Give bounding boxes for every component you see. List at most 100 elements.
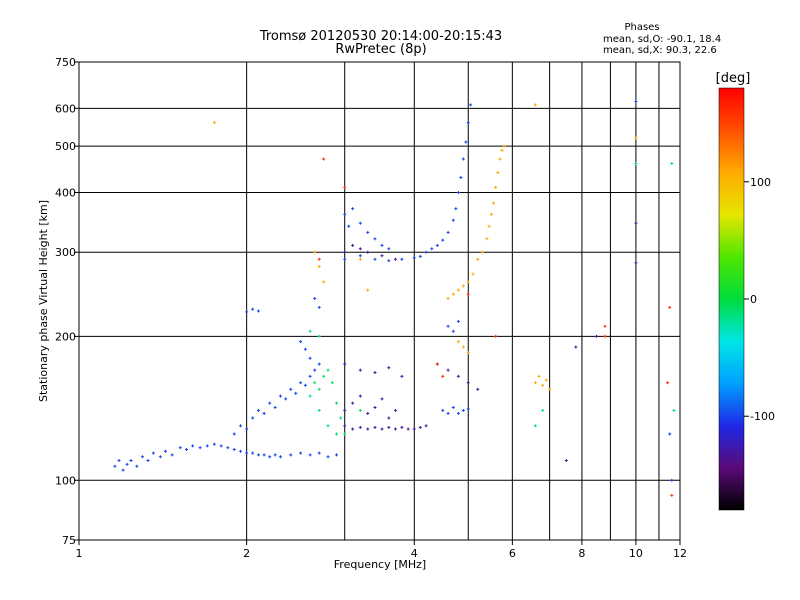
data-point: [574, 345, 578, 349]
data-point: [424, 424, 428, 428]
data-point: [317, 265, 321, 269]
data-point: [456, 411, 460, 415]
data-point: [464, 140, 468, 144]
data-point: [603, 334, 607, 338]
data-point: [322, 374, 326, 378]
data-point: [387, 247, 391, 251]
data-point: [441, 374, 445, 378]
x-axis-ticks: 1 2 4 6 8 10 12: [76, 540, 687, 560]
data-point: [322, 157, 326, 161]
data-point: [476, 257, 480, 261]
colorbar-label: [deg]: [716, 71, 751, 86]
data-point: [373, 257, 377, 261]
data-point: [668, 432, 672, 436]
data-point: [603, 324, 607, 328]
data-point: [498, 157, 502, 161]
data-point: [299, 340, 303, 344]
data-point: [487, 224, 491, 228]
data-point: [299, 381, 303, 385]
data-point: [343, 250, 347, 254]
data-point: [317, 257, 321, 261]
data-point: [256, 453, 260, 457]
data-point: [466, 351, 470, 355]
data-point: [343, 408, 347, 412]
x-tick-label: 6: [509, 547, 516, 560]
phases-heading: Phases: [624, 22, 659, 33]
data-point: [461, 345, 465, 349]
data-point: [268, 455, 272, 459]
data-point: [226, 446, 230, 450]
data-point: [393, 257, 397, 261]
data-point: [380, 427, 384, 431]
y-axis-ticks: 75 100 200 300 400 500 600 750: [55, 56, 79, 547]
data-point: [366, 250, 370, 254]
data-point: [451, 218, 455, 222]
data-point: [451, 405, 455, 409]
data-point: [451, 292, 455, 296]
data-point: [322, 280, 326, 284]
data-point: [326, 368, 330, 372]
x-tick-label: 4: [411, 547, 418, 560]
data-point: [373, 371, 377, 375]
data-point: [544, 378, 548, 382]
data-point: [446, 230, 450, 234]
data-point: [459, 175, 463, 179]
data-point: [339, 416, 343, 420]
data-point: [400, 374, 404, 378]
data-point: [548, 387, 552, 391]
data-point: [466, 407, 470, 411]
data-point: [358, 254, 362, 258]
data-point: [178, 446, 182, 450]
data-point: [670, 161, 674, 165]
x-tick-label: 10: [629, 547, 643, 560]
data-point: [366, 288, 370, 292]
data-point: [308, 356, 312, 360]
data-point: [491, 201, 495, 205]
data-point: [335, 432, 339, 436]
data-point: [406, 427, 410, 431]
data-point: [466, 381, 470, 385]
data-point: [366, 411, 370, 415]
data-point: [251, 451, 255, 455]
data-point: [670, 493, 674, 497]
data-point: [251, 416, 255, 420]
data-point: [500, 148, 504, 152]
data-point: [343, 424, 347, 428]
x-tick-label: 12: [673, 547, 687, 560]
data-point: [358, 425, 362, 429]
data-point: [351, 401, 355, 405]
data-point: [308, 374, 312, 378]
data-point: [400, 425, 404, 429]
data-point: [533, 103, 537, 107]
data-point: [347, 224, 351, 228]
colorbar-tick-label: 100: [750, 176, 771, 189]
data-point: [343, 362, 347, 366]
data-point: [294, 391, 298, 395]
data-point: [185, 447, 189, 451]
data-point: [343, 185, 347, 189]
data-point: [343, 212, 347, 216]
data-point: [278, 394, 282, 398]
data-point: [317, 305, 321, 309]
x-tick-label: 1: [76, 547, 83, 560]
data-point: [502, 144, 506, 148]
plot-border: [78, 61, 681, 541]
data-point: [289, 387, 293, 391]
data-point: [205, 444, 209, 448]
data-point: [113, 464, 117, 468]
data-point: [303, 347, 307, 351]
data-point: [494, 185, 498, 189]
data-point: [198, 446, 202, 450]
data-point: [441, 408, 445, 412]
x-axis-label: Frequency [MHz]: [334, 558, 426, 571]
data-point: [430, 247, 434, 251]
data-point: [466, 292, 470, 296]
data-point: [412, 427, 416, 431]
data-point: [299, 451, 303, 455]
data-point: [634, 221, 638, 225]
data-point: [317, 451, 321, 455]
data-point: [435, 243, 439, 247]
data-point: [461, 284, 465, 288]
